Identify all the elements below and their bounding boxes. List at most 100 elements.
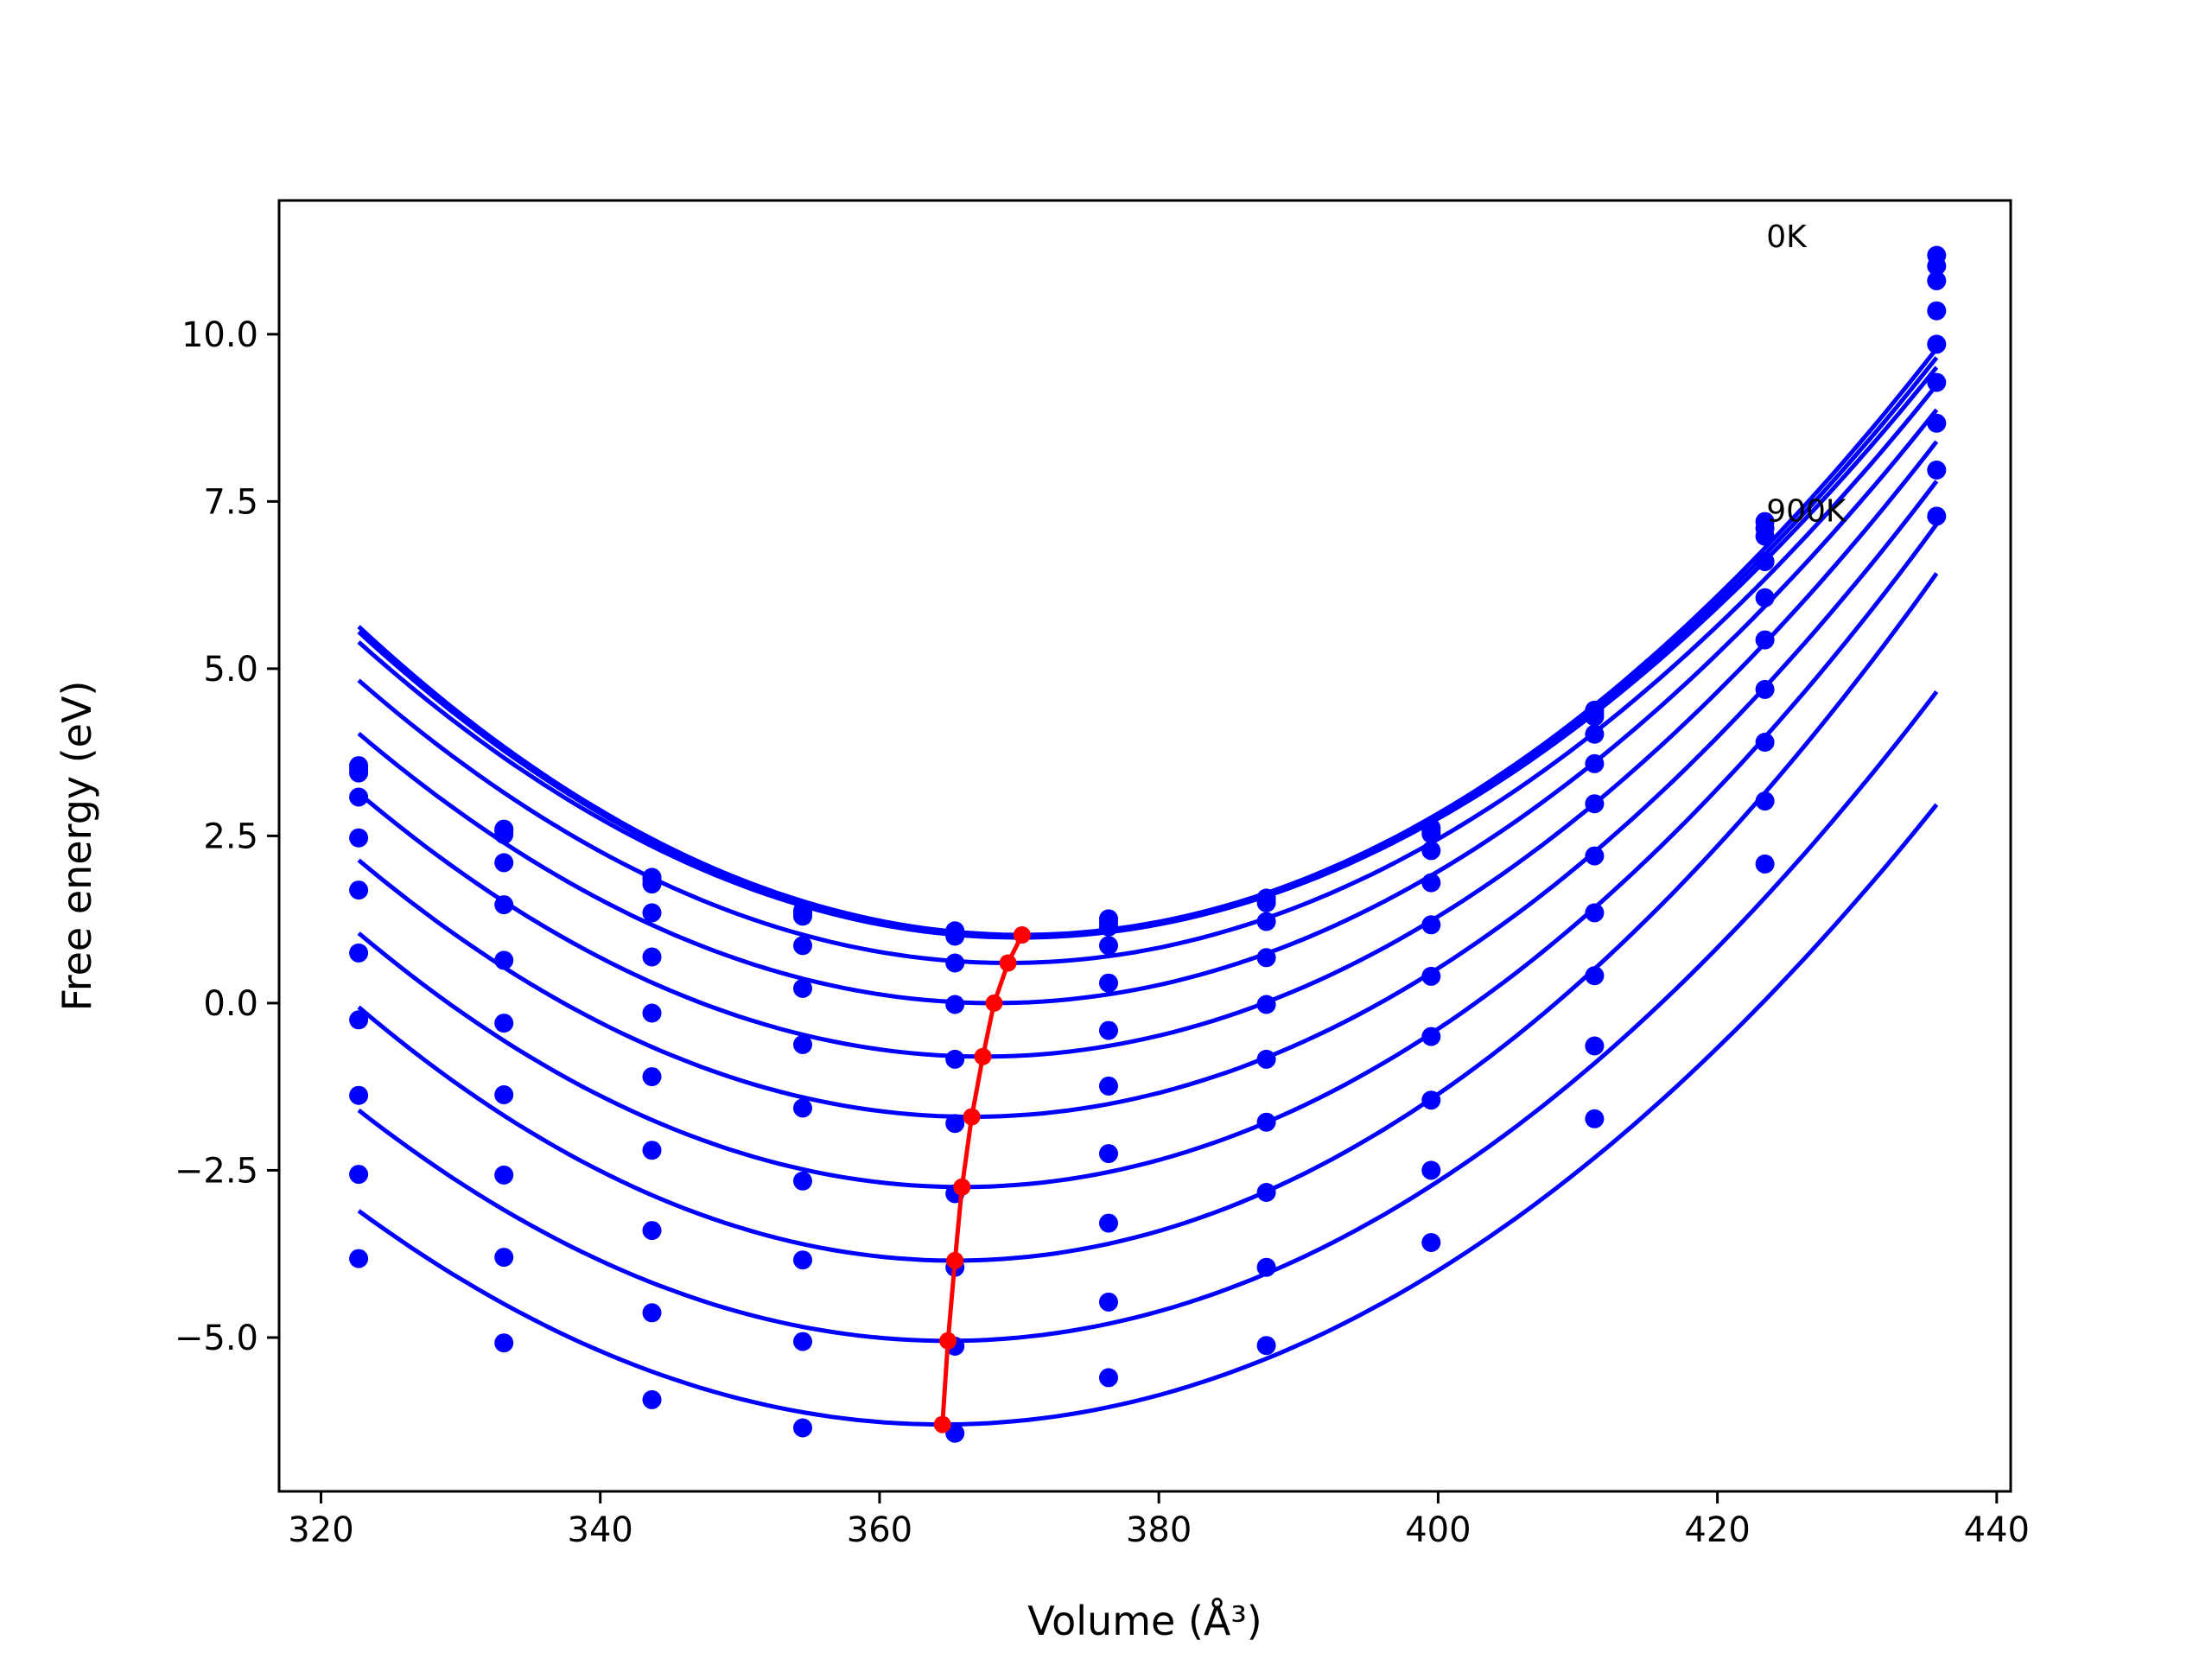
minimum-point xyxy=(963,1108,981,1126)
x-tick-label: 400 xyxy=(1405,1510,1471,1550)
data-point xyxy=(1256,1112,1276,1132)
x-tick-label: 380 xyxy=(1126,1510,1192,1550)
y-axis-label: Free energy (eV) xyxy=(54,681,100,1012)
x-axis-label: Volume (Å³) xyxy=(1027,1598,1262,1644)
x-tick-label: 320 xyxy=(288,1510,353,1550)
data-point xyxy=(1099,973,1118,993)
data-point xyxy=(1927,413,1947,433)
data-point xyxy=(1755,679,1775,699)
data-point xyxy=(1585,903,1605,923)
data-point xyxy=(1256,1257,1276,1277)
minimum-point xyxy=(985,994,1003,1012)
data-point xyxy=(945,1049,965,1069)
minimum-point xyxy=(946,1251,964,1269)
data-point xyxy=(1421,1027,1441,1046)
fit-curve-6 xyxy=(357,480,1939,1119)
data-point xyxy=(642,1221,662,1241)
data-point xyxy=(349,787,369,807)
data-point xyxy=(1421,1090,1441,1110)
data-point xyxy=(945,1114,965,1134)
data-point xyxy=(1256,1183,1276,1202)
data-point xyxy=(349,763,369,783)
data-point xyxy=(1585,724,1605,744)
data-point xyxy=(1421,1160,1441,1180)
data-point xyxy=(642,1303,662,1323)
data-point xyxy=(793,1418,812,1438)
data-point xyxy=(1256,995,1276,1014)
data-point xyxy=(349,880,369,900)
data-point xyxy=(793,1171,812,1191)
data-point xyxy=(1927,372,1947,392)
data-point xyxy=(494,1248,514,1268)
fit-curve-3 xyxy=(357,384,1939,965)
axes-frame xyxy=(277,199,2012,1493)
fit-curve-8 xyxy=(357,572,1939,1263)
fit-curve-5 xyxy=(357,440,1939,1059)
data-point xyxy=(1421,966,1441,986)
minimum-point xyxy=(1013,926,1031,944)
x-tick-label: 340 xyxy=(568,1510,633,1550)
data-point xyxy=(1421,915,1441,935)
data-point xyxy=(1421,824,1441,844)
data-point xyxy=(1755,588,1775,607)
temperature-annotation: 900K xyxy=(1766,494,1847,530)
minimum-point xyxy=(953,1178,971,1196)
data-point xyxy=(1755,552,1775,571)
data-point xyxy=(1099,1292,1118,1312)
fit-curve-7 xyxy=(357,523,1939,1190)
data-point xyxy=(793,978,812,998)
data-point xyxy=(494,853,514,873)
data-point xyxy=(793,1250,812,1270)
x-tick-label: 440 xyxy=(1964,1510,2030,1550)
minimum-point xyxy=(974,1047,992,1065)
data-point xyxy=(1099,1368,1118,1388)
data-point xyxy=(1927,270,1947,290)
data-point xyxy=(793,1034,812,1054)
data-point xyxy=(1421,1233,1441,1252)
data-point xyxy=(1421,841,1441,861)
fit-curve-10 xyxy=(357,803,1939,1427)
data-point xyxy=(1755,854,1775,874)
y-tick-label: −5.0 xyxy=(175,1319,258,1358)
data-point xyxy=(945,1423,965,1443)
data-point xyxy=(1927,334,1947,354)
y-tick-label: 2.5 xyxy=(203,817,258,856)
data-point xyxy=(945,926,965,946)
x-tick-label: 420 xyxy=(1684,1510,1750,1550)
data-point xyxy=(1927,256,1947,276)
data-point xyxy=(1585,846,1605,866)
data-point xyxy=(793,936,812,956)
y-tick-label: 7.5 xyxy=(203,482,258,522)
data-point xyxy=(1256,893,1276,912)
data-point xyxy=(1256,1049,1276,1069)
data-point xyxy=(494,1085,514,1104)
y-tick-label: 0.0 xyxy=(203,984,258,1024)
data-point xyxy=(494,895,514,915)
data-point xyxy=(349,828,369,848)
axis-ticks: 320 340 360 380 400 420 440 −5.0 −2.5 0.0 2.5 5.0 7.… xyxy=(175,315,2030,1550)
data-point xyxy=(793,906,812,926)
data-point xyxy=(494,1333,514,1353)
data-point xyxy=(642,1067,662,1087)
data-point xyxy=(1755,526,1775,546)
temperature-annotation: 0K xyxy=(1766,219,1808,255)
data-point xyxy=(1585,966,1605,986)
data-point xyxy=(349,943,369,963)
data-point xyxy=(945,953,965,973)
data-point xyxy=(642,1141,662,1160)
data-point xyxy=(1585,753,1605,773)
data-point xyxy=(494,950,514,970)
data-point xyxy=(494,824,514,844)
y-tick-label: 10.0 xyxy=(181,315,258,355)
minimum-point xyxy=(939,1332,957,1350)
data-point xyxy=(349,1010,369,1030)
data-point xyxy=(1585,707,1605,727)
data-point xyxy=(1755,791,1775,811)
data-point xyxy=(1927,506,1947,526)
data-point xyxy=(1585,794,1605,814)
data-point xyxy=(1256,1336,1276,1356)
data-point xyxy=(494,1165,514,1185)
y-tick-label: −2.5 xyxy=(175,1151,258,1191)
data-point xyxy=(642,874,662,894)
